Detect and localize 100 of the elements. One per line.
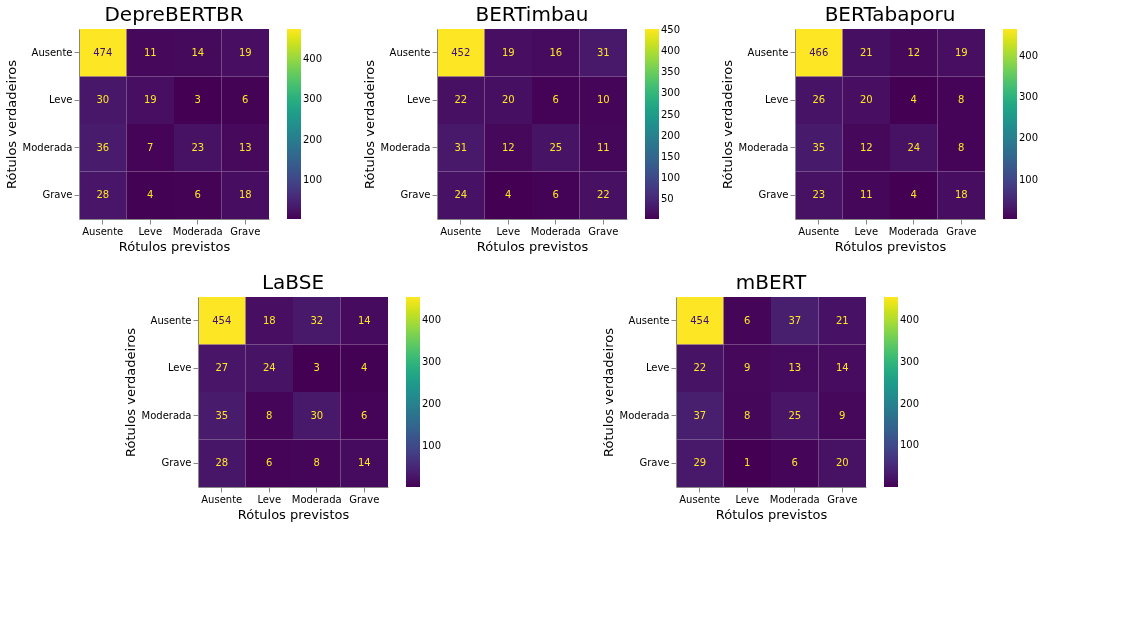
data-label: 22	[596, 189, 610, 201]
y-tick-label: Moderada	[619, 409, 670, 421]
chart-title: BERTimbau	[475, 2, 589, 26]
x-tick-label: Grave	[946, 225, 977, 237]
x-tick-label: Leve	[138, 225, 163, 237]
color-bar-label: 350	[661, 66, 681, 78]
y-tick-label: Grave	[161, 457, 192, 469]
x-axis-title: Rótulos previstos	[237, 506, 350, 522]
color-bar-label: 100	[422, 440, 442, 452]
x-tick-label: Moderada	[888, 225, 939, 237]
x-tick-label: Ausente	[201, 493, 243, 505]
color-bar-label: 200	[303, 133, 323, 145]
y-tick-label: Ausente	[150, 314, 192, 326]
data-label: 19	[501, 46, 515, 58]
data-label: 454	[212, 314, 232, 326]
y-tick-label: Grave	[758, 189, 789, 201]
color-bar-label: 400	[661, 45, 681, 57]
data-label: 16	[549, 46, 563, 58]
data-label: 6	[552, 94, 559, 106]
data-label: 18	[262, 314, 276, 326]
data-label: 10	[596, 94, 610, 106]
data-label: 466	[809, 46, 829, 58]
color-bar-label: 200	[661, 129, 681, 141]
data-label: 11	[596, 141, 610, 153]
color-bar-label: 100	[900, 439, 920, 451]
data-label: 6	[791, 457, 798, 469]
y-axis-title: Rótulos verdadeiros	[122, 327, 138, 457]
data-label: 452	[451, 46, 471, 58]
y-axis-title: Rótulos verdadeiros	[719, 59, 735, 189]
color-bar-label: 100	[303, 173, 323, 185]
data-label: 454	[690, 314, 710, 326]
data-label: 8	[958, 141, 965, 153]
data-label: 14	[835, 362, 849, 374]
y-tick-label: Grave	[639, 457, 670, 469]
data-label: 7	[147, 141, 154, 153]
data-label: 3	[194, 94, 201, 106]
data-label: 12	[501, 141, 515, 153]
color-bar-label: 250	[661, 108, 681, 120]
data-label: 19	[238, 46, 252, 58]
x-tick-label: Ausente	[440, 225, 482, 237]
x-tick-label: Leve	[257, 493, 282, 505]
x-tick-label: Moderada	[530, 225, 581, 237]
chart-title: DepreBERTBR	[104, 2, 244, 26]
x-tick-label: Ausente	[798, 225, 840, 237]
x-tick-label: Leve	[735, 493, 760, 505]
color-bar-label: 300	[303, 93, 323, 105]
data-label: 12	[859, 141, 873, 153]
data-label: 9	[744, 362, 751, 374]
data-label: 20	[859, 94, 873, 106]
y-tick-label: Moderada	[141, 409, 192, 421]
y-tick-label: Grave	[42, 189, 73, 201]
data-label: 1	[744, 457, 751, 469]
data-label: 28	[215, 457, 229, 469]
data-label: 35	[215, 409, 229, 421]
data-label: 3	[313, 362, 320, 374]
y-tick-label: Moderada	[22, 141, 73, 153]
x-axis-title: Rótulos previstos	[118, 238, 231, 254]
x-tick-label: Grave	[230, 225, 261, 237]
data-label: 6	[744, 314, 751, 326]
y-tick-label: Leve	[645, 362, 670, 374]
data-label: 14	[357, 314, 371, 326]
y-tick-label: Ausente	[31, 46, 73, 58]
data-label: 6	[552, 189, 559, 201]
data-label: 8	[744, 409, 751, 421]
data-label: 35	[812, 141, 826, 153]
color-bar-label: 400	[303, 52, 323, 64]
chart-title: BERTabaporu	[824, 2, 956, 26]
data-label: 18	[954, 189, 968, 201]
color-bar-label: 150	[661, 151, 681, 163]
data-label: 23	[812, 189, 826, 201]
data-label: 20	[501, 94, 515, 106]
x-tick-label: Grave	[588, 225, 619, 237]
y-tick-label: Leve	[167, 362, 192, 374]
data-label: 25	[549, 141, 563, 153]
data-label: 31	[596, 46, 610, 58]
data-label: 24	[907, 141, 921, 153]
y-axis-title: Rótulos verdadeiros	[361, 59, 377, 189]
data-label: 24	[262, 362, 276, 374]
color-bar-label: 300	[661, 87, 681, 99]
data-label: 22	[454, 94, 468, 106]
color-bar-label: 200	[1019, 132, 1039, 144]
data-label: 8	[266, 409, 273, 421]
color-bar-label: 100	[1019, 173, 1039, 185]
color-bar-label: 400	[422, 313, 442, 325]
color-bar-label: 400	[900, 313, 920, 325]
y-tick-label: Grave	[400, 189, 431, 201]
data-label: 4	[505, 189, 512, 201]
data-label: 25	[788, 409, 802, 421]
color-bar-label: 200	[422, 398, 442, 410]
y-axis-title: Rótulos verdadeiros	[3, 59, 19, 189]
color-bar-label: 400	[1019, 50, 1039, 62]
data-label: 37	[788, 314, 802, 326]
data-label: 11	[143, 46, 157, 58]
x-tick-label: Leve	[854, 225, 879, 237]
data-label: 22	[693, 362, 707, 374]
data-label: 21	[835, 314, 849, 326]
y-tick-label: Leve	[48, 94, 73, 106]
data-label: 31	[454, 141, 468, 153]
data-label: 4	[361, 362, 368, 374]
data-label: 21	[859, 46, 873, 58]
